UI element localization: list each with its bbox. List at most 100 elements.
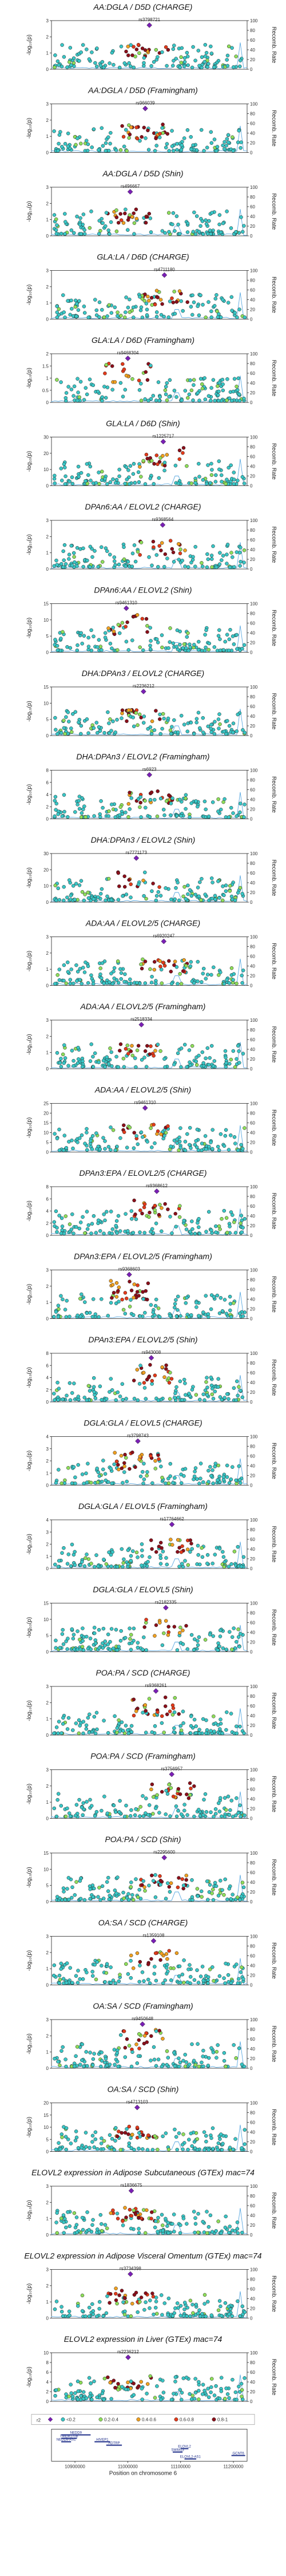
snp-point: [57, 1148, 62, 1152]
recomb-axis-label: Recomb. Rate: [271, 443, 277, 480]
recomb-tick-label: 80: [250, 1278, 255, 1283]
snp-point: [242, 560, 246, 564]
snp-point: [107, 303, 111, 307]
snp-point: [74, 143, 78, 147]
snp-point: [243, 2310, 247, 2314]
snp-point: [180, 1972, 185, 1977]
snp-point: [118, 1638, 123, 1643]
snp-point: [85, 1127, 89, 1131]
snp-point: [239, 1894, 244, 1898]
snp-point: [222, 982, 227, 986]
snp-point: [120, 1720, 124, 1724]
snp-point: [114, 1398, 118, 1402]
snp-point: [166, 1207, 170, 1211]
snp-point: [181, 1709, 185, 1714]
snp-point: [199, 128, 204, 132]
snp-point: [97, 1474, 102, 1478]
snp-point: [86, 645, 91, 649]
snp-point: [153, 149, 157, 153]
snp-point: [90, 1970, 94, 1974]
snp-point: [216, 1385, 220, 1389]
snp-point: [153, 1634, 157, 1638]
snp-point: [162, 813, 166, 817]
snp-point: [82, 970, 87, 974]
snp-point: [112, 629, 116, 634]
snp-point: [96, 389, 100, 394]
recomb-tick-label: 60: [250, 1787, 255, 1792]
panel-title: DPAn6:AA / ELOVL2 (CHARGE): [85, 502, 201, 511]
recomb-tick-label: 100: [250, 1101, 258, 1107]
recomb-tick-label: 40: [250, 1214, 255, 1219]
snp-point: [161, 123, 165, 127]
snp-point: [60, 145, 64, 149]
snp-point: [146, 1813, 150, 1817]
snp-point: [132, 1146, 136, 1150]
snp-point: [229, 1799, 234, 1803]
snp-point: [123, 2055, 128, 2059]
snp-point: [200, 382, 204, 386]
snp-point: [108, 1046, 112, 1050]
snp-point: [187, 1048, 192, 1052]
snp-point: [158, 959, 162, 963]
snp-point: [166, 1969, 170, 1974]
snp-point: [131, 1549, 135, 1553]
snp-point: [78, 1637, 82, 1642]
snp-point: [52, 477, 57, 481]
snp-point: [212, 1729, 216, 1733]
snp-point: [185, 1547, 190, 1551]
snp-point: [137, 882, 141, 887]
snp-point: [115, 1231, 119, 1235]
snp-point: [77, 1718, 81, 1722]
snp-point: [156, 1306, 161, 1310]
snp-point: [64, 1145, 69, 1150]
snp-point: [122, 1130, 126, 1135]
snp-point: [170, 2222, 174, 2226]
snp-point: [140, 1542, 144, 1546]
snp-point: [64, 981, 69, 986]
snp-point: [111, 1646, 116, 1650]
snp-point: [154, 1297, 158, 1302]
snp-point: [163, 388, 168, 392]
snp-point: [57, 978, 62, 982]
snp-point: [224, 1128, 228, 1132]
snp-point: [243, 2142, 247, 2146]
recomb-tick-label: 80: [250, 778, 255, 783]
recomb-tick-label: 60: [250, 621, 255, 626]
snp-point: [160, 229, 165, 233]
snp-point: [114, 148, 118, 152]
snp-point: [107, 148, 111, 153]
snp-point: [87, 1730, 92, 1735]
snp-point: [184, 963, 188, 968]
recomb-tick-label: 40: [250, 298, 255, 303]
snp-point: [164, 1812, 168, 1816]
snp-point: [233, 1231, 238, 1235]
snp-point: [160, 1475, 164, 1480]
snp-point: [116, 871, 121, 875]
recomb-tick-label: 20: [250, 2306, 255, 2312]
snp-point: [205, 481, 209, 486]
snp-point: [168, 1709, 172, 1713]
snp-point: [200, 1555, 205, 1559]
snp-point: [178, 2223, 182, 2227]
recomb-tick-label: 80: [250, 1611, 255, 1616]
snp-point: [221, 1646, 225, 1650]
snp-point: [78, 223, 82, 227]
snp-point: [132, 221, 137, 225]
snp-point: [169, 1786, 173, 1790]
panel-title: POA:PA / SCD (Framingham): [90, 1752, 196, 1761]
y-tick-label: 0: [46, 567, 49, 572]
snp-point: [117, 813, 122, 817]
snp-point: [55, 643, 59, 648]
snp-point: [164, 45, 168, 49]
recomb-tick-label: 40: [250, 2046, 255, 2052]
snp-point: [53, 1562, 57, 1567]
snp-point: [168, 1215, 172, 1219]
snp-point: [124, 625, 128, 629]
snp-point: [240, 2304, 245, 2309]
snp-point: [137, 712, 142, 717]
snp-point: [115, 2134, 120, 2139]
recomb-tick-label: 0: [250, 1483, 253, 1488]
snp-point: [95, 2314, 99, 2318]
snp-point: [57, 133, 62, 137]
snp-point: [62, 1061, 66, 1065]
